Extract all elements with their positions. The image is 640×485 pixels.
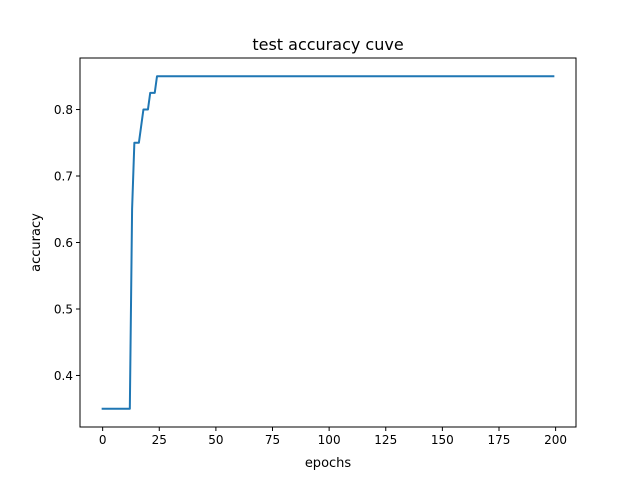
y-tick-label: 0.5 xyxy=(54,302,73,316)
x-tick-label: 0 xyxy=(99,433,107,447)
x-tick-label: 150 xyxy=(431,433,454,447)
x-tick-label: 50 xyxy=(208,433,223,447)
plot-lines xyxy=(101,75,555,410)
x-axis-label: epochs xyxy=(305,456,352,471)
y-tick-label: 0.4 xyxy=(54,369,73,383)
x-tick-label: 200 xyxy=(544,433,567,447)
accuracy-series-line xyxy=(101,75,555,410)
x-tick-label: 25 xyxy=(152,433,167,447)
y-tick-label: 0.6 xyxy=(54,236,73,250)
y-axis-label: accuracy xyxy=(29,213,44,272)
x-tick-label: 75 xyxy=(265,433,280,447)
plot-frame xyxy=(79,57,577,428)
chart-title: test accuracy cuve xyxy=(252,35,403,54)
axis-ticks: 0 25 50 75 100 125 150 175 200 0.4 0.5 0.6 0.7 0.8 xyxy=(54,103,567,447)
y-tick-label: 0.7 xyxy=(54,170,73,184)
x-tick-label: 100 xyxy=(318,433,341,447)
x-tick-label: 175 xyxy=(488,433,511,447)
x-tick-label: 125 xyxy=(374,433,397,447)
y-tick-label: 0.8 xyxy=(54,103,73,117)
